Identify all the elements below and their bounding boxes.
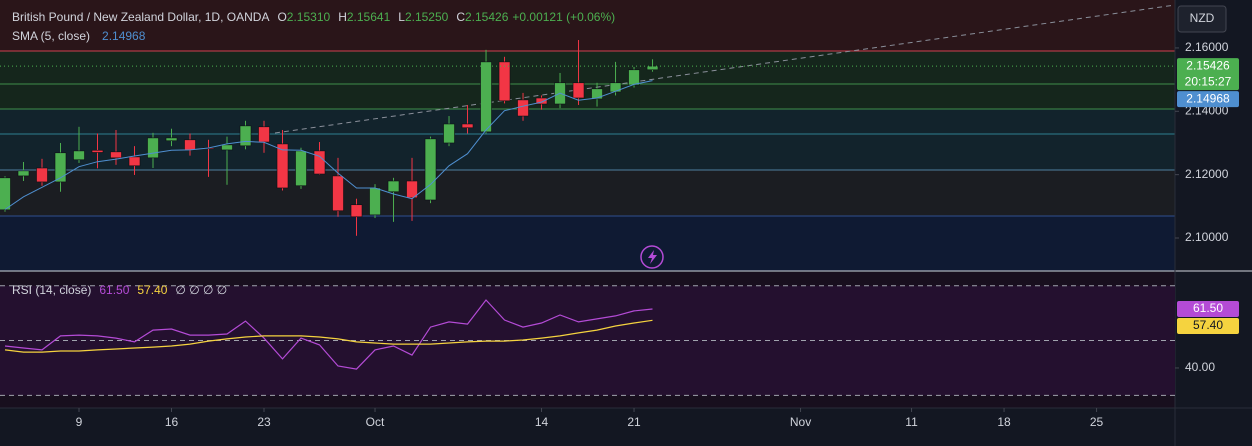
y-tick-label: 2.12000 [1185, 167, 1229, 181]
zone [0, 170, 1175, 216]
currency[interactable]: NZD [1190, 11, 1215, 25]
rsi-title: RSI (14, close) [12, 283, 92, 297]
x-tick-label: Nov [790, 415, 811, 429]
rsi-legend: RSI (14, close) 61.50 57.40 ∅ ∅ ∅ ∅ [12, 283, 227, 297]
candle-body [387, 180, 400, 193]
ohlc-value: 2.15641 [346, 10, 391, 24]
candle-body [276, 143, 289, 189]
ohlc-value: 2.15426 [465, 10, 509, 24]
x-tick-label: 21 [627, 415, 641, 429]
symbol-title: British Pound / New Zealand Dollar, 1D, … [12, 10, 270, 24]
zone [0, 51, 1175, 109]
ohlc-key: L [398, 10, 405, 24]
zone [0, 0, 1175, 51]
ohlc-key: O [277, 10, 287, 24]
ohlc-item: O2.15310 [277, 10, 330, 24]
candle-body [461, 123, 474, 129]
ohlc-item: H2.15641 [338, 10, 390, 24]
change: +0.00121 (+0.06%) [512, 10, 616, 24]
zone [0, 109, 1175, 170]
price-tag-label: 2.15426 [1186, 58, 1230, 72]
x-tick-label: 14 [535, 415, 549, 429]
candle-body [424, 138, 437, 201]
symbol-legend: British Pound / New Zealand Dollar, 1D, … [12, 10, 615, 24]
zone [0, 216, 1175, 271]
price-tag [1177, 58, 1239, 91]
ohlc-item: L2.15250 [398, 10, 448, 24]
x-tick-label: 25 [1090, 415, 1104, 429]
candle-body [628, 69, 640, 86]
candle-body [0, 177, 11, 211]
candle-body [128, 156, 141, 167]
price-tag-label: 2.14968 [1186, 91, 1230, 105]
candle-body [165, 137, 178, 142]
y-tick-label: 2.16000 [1185, 40, 1229, 54]
candle-body [591, 88, 603, 100]
candle-body [646, 65, 659, 71]
candle-body [184, 139, 196, 151]
rsi-value: 57.40 [137, 283, 168, 297]
ohlc-item: C2.15426 [456, 10, 508, 24]
candle-body [609, 82, 622, 93]
candle-body [332, 175, 344, 212]
price-tag [1177, 91, 1239, 108]
price-tag-label: 20:15:27 [1185, 74, 1232, 88]
rsi-extra: ∅ ∅ ∅ ∅ [175, 283, 228, 297]
price-tag [1177, 301, 1239, 318]
candle-body [110, 151, 122, 159]
x-tick-label: Oct [366, 415, 385, 429]
ohlc-value: 2.15250 [404, 10, 449, 24]
price-tag-label: 61.50 [1193, 301, 1223, 315]
x-tick-label: 9 [76, 415, 83, 429]
rsi-line [4, 299, 653, 370]
trend-line [274, 4, 1176, 134]
rsi-value: 61.50 [99, 283, 130, 297]
x-tick-label: 18 [997, 415, 1011, 429]
candle-body [17, 170, 30, 177]
candle-body [221, 144, 233, 151]
x-tick-label: 16 [165, 415, 179, 429]
ohlc-key: H [338, 10, 347, 24]
ohlc-value: 2.15310 [286, 10, 331, 24]
candle-body [91, 149, 104, 153]
candle-body [147, 137, 159, 159]
price-tag-label: 57.40 [1193, 318, 1223, 332]
candle-body [498, 61, 511, 102]
candle-body [313, 150, 326, 175]
candle-body [258, 126, 270, 143]
x-tick-label: 11 [905, 415, 918, 429]
candle-body [36, 167, 48, 183]
sma-value: 2.14968 [102, 29, 146, 43]
sma-name: SMA (5, close) [12, 29, 91, 43]
candle-body [517, 99, 529, 117]
y-tick-label: 40.00 [1185, 360, 1215, 374]
x-tick-label: 23 [257, 415, 271, 429]
candle-body [350, 204, 363, 218]
candle-body [406, 180, 418, 199]
alert-icon-bolt [648, 250, 657, 264]
sma-line [4, 80, 653, 210]
candle-body [73, 150, 85, 161]
candle-body [239, 125, 252, 147]
candle-body [295, 150, 307, 187]
alert-icon[interactable] [640, 245, 664, 269]
candle-body [443, 123, 455, 144]
sma-legend: SMA (5, close) 2.14968 [12, 29, 145, 43]
rsi-line [4, 319, 653, 353]
candle-body [369, 187, 381, 216]
ohlc-key: C [456, 10, 465, 24]
candle-body [572, 82, 585, 99]
currency-button[interactable] [1177, 5, 1227, 33]
candle-body [480, 61, 492, 133]
price-tag [1177, 318, 1239, 335]
y-tick-label: 2.10000 [1185, 230, 1229, 244]
candle-body [535, 97, 548, 105]
candle-body [54, 152, 67, 183]
